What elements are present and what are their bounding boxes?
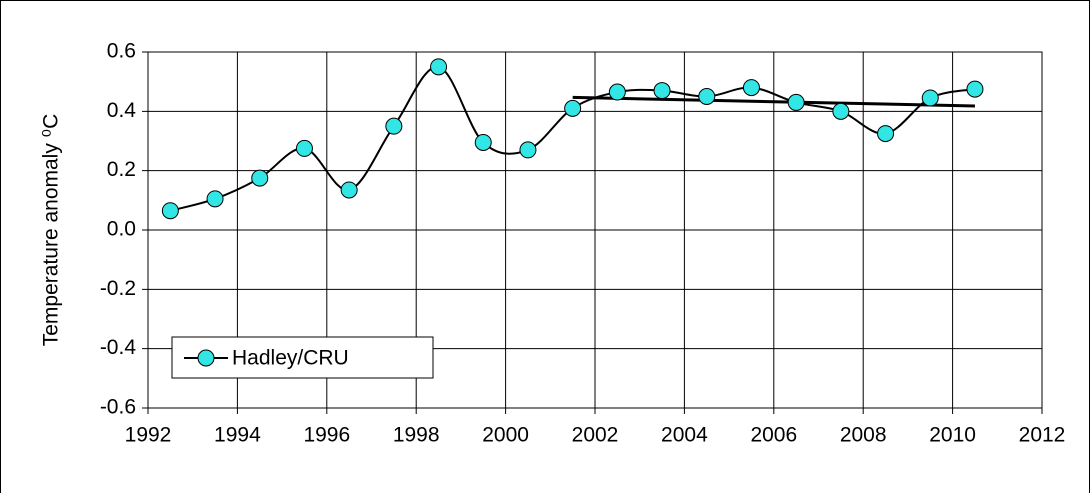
data-point (161, 202, 179, 220)
data-point (787, 93, 805, 111)
legend-label: Hadley/CRU (232, 347, 349, 370)
data-point (653, 82, 671, 100)
x-tick-label: 1996 (303, 424, 350, 447)
x-tick-label: 2012 (1019, 424, 1066, 447)
x-tick-label: 2010 (929, 424, 976, 447)
data-point (206, 190, 224, 208)
plot-frame (147, 51, 1043, 409)
x-tick-label: 1998 (393, 424, 440, 447)
legend-marker (197, 349, 215, 367)
data-point (921, 89, 939, 107)
data-point (430, 58, 448, 76)
x-tick-label: 2004 (661, 424, 708, 447)
data-point (564, 99, 582, 117)
y-tick-label: -0.4 (100, 336, 137, 359)
y-axis-label: Temperature anomaly ⁰C (40, 114, 63, 347)
x-tick-label: 1994 (214, 424, 261, 447)
x-tick-label: 1992 (125, 424, 172, 447)
y-tick-label: 0.4 (107, 99, 137, 122)
x-tick-label: 2002 (572, 424, 619, 447)
y-tick-label: -0.2 (100, 277, 136, 300)
data-point (966, 80, 984, 98)
data-point (519, 141, 537, 159)
y-tick-label: -0.6 (100, 396, 136, 419)
data-point (698, 88, 716, 105)
data-point (251, 169, 269, 187)
data-point (608, 83, 626, 101)
data-point (832, 102, 850, 120)
y-tick-label: 0.6 (107, 40, 136, 63)
y-tick-label: 0.0 (107, 218, 136, 241)
data-point (295, 139, 313, 157)
trend-line (572, 95, 975, 108)
x-tick-label: 2008 (840, 424, 887, 447)
y-tick-label: 0.2 (107, 158, 136, 181)
data-point (877, 125, 895, 143)
data-point (742, 79, 760, 97)
x-tick-label: 2000 (482, 424, 529, 447)
data-point (385, 117, 403, 135)
x-tick-label: 2006 (750, 424, 797, 447)
data-point (474, 133, 492, 151)
data-point (340, 181, 358, 199)
